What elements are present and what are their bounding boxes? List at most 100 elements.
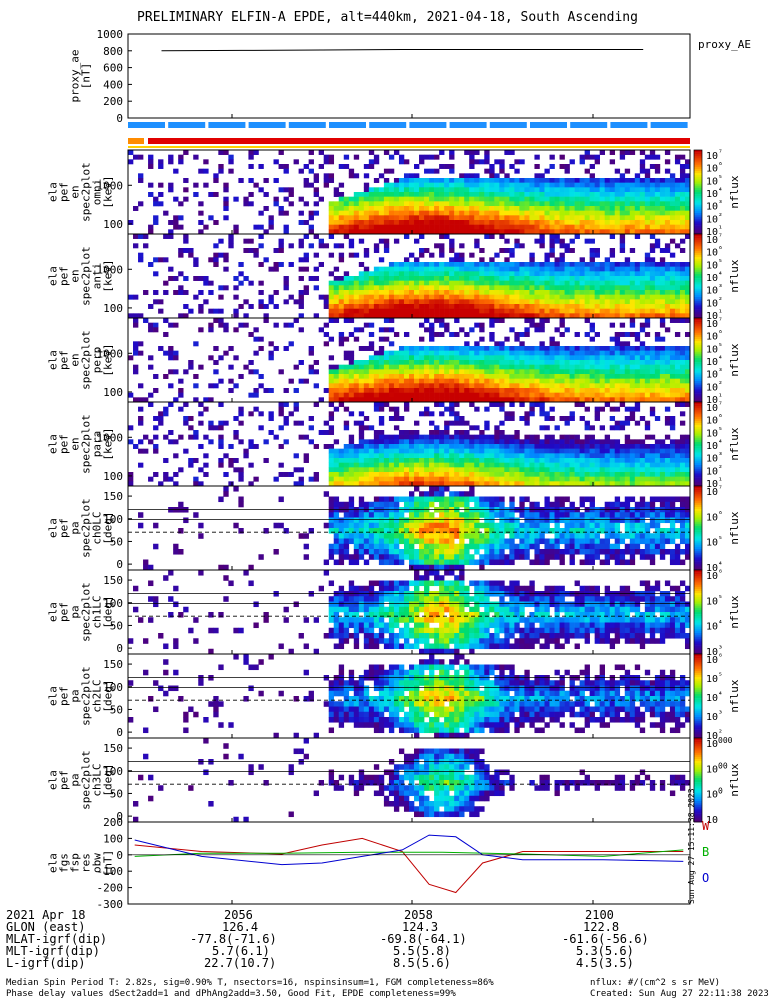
heatmap-cell	[148, 355, 154, 361]
heatmap-cell	[414, 294, 420, 300]
heatmap-cell	[348, 481, 355, 487]
heatmap-cell	[474, 299, 480, 305]
colorbar-segment	[694, 255, 702, 258]
heatmap-cell	[634, 234, 641, 239]
heatmap-cell	[378, 266, 385, 272]
heatmap-cell	[378, 538, 385, 545]
heatmap-cell	[348, 472, 355, 477]
heatmap-cell	[373, 439, 380, 445]
heatmap-cell	[449, 406, 455, 412]
heatmap-cell	[479, 383, 485, 389]
heatmap-cell	[569, 248, 575, 253]
heatmap-cell	[343, 196, 350, 202]
heatmap-cell	[373, 187, 380, 193]
heatmap-cell	[454, 201, 460, 207]
heatmap-cell	[439, 397, 445, 403]
heatmap-cell	[228, 168, 234, 174]
heatmap-cell	[258, 374, 264, 379]
heatmap-cell	[178, 271, 184, 277]
heatmap-cell	[414, 215, 420, 221]
heatmap-cell	[298, 327, 304, 333]
heatmap-cell	[654, 416, 661, 421]
heatmap-cell	[559, 472, 565, 477]
heatmap-cell	[383, 374, 390, 379]
heatmap-cell	[594, 397, 600, 403]
heatmap-cell	[594, 299, 600, 305]
heatmap-cell	[519, 196, 525, 202]
colorbar-tick-label: 10¹	[706, 476, 723, 490]
heatmap-cell	[378, 327, 385, 333]
colorbar-segment	[694, 206, 702, 210]
heatmap-cell	[569, 294, 575, 300]
heatmap-cell	[524, 355, 530, 361]
heatmap-cell	[654, 378, 661, 384]
heatmap-cell	[529, 392, 535, 398]
heatmap-cell	[584, 150, 590, 155]
heatmap-cell	[609, 374, 616, 379]
heatmap-cell	[328, 271, 335, 277]
heatmap-cell	[459, 462, 465, 468]
heatmap-cell	[649, 290, 656, 295]
heatmap-cell	[469, 397, 475, 403]
heatmap-cell	[584, 201, 590, 207]
colorbar-segment	[694, 168, 702, 172]
heatmap-cell	[599, 192, 605, 197]
heatmap-cell	[549, 262, 555, 267]
heatmap-cell	[519, 402, 525, 407]
heatmap-cell	[504, 201, 510, 207]
heatmap-cell	[348, 522, 355, 529]
heatmap-cell	[449, 238, 455, 244]
heatmap-cell	[684, 355, 691, 361]
heatmap-cell	[554, 481, 560, 487]
heatmap-cell	[574, 206, 580, 211]
heatmap-cell	[589, 346, 595, 351]
heatmap-cell	[614, 290, 621, 295]
heatmap-cell	[659, 178, 666, 183]
heatmap-cell	[639, 159, 646, 165]
heatmap-cell	[429, 388, 435, 393]
heatmap-cell	[504, 360, 510, 365]
heatmap-cell	[539, 402, 545, 407]
colorbar-segment	[694, 393, 702, 396]
heatmap-cell	[373, 271, 380, 277]
heatmap-cell	[569, 229, 575, 235]
heatmap-cell	[684, 173, 691, 179]
heatmap-cell	[263, 388, 269, 393]
heatmap-cell	[403, 549, 410, 555]
heatmap-cell	[469, 346, 475, 351]
heatmap-cell	[634, 467, 641, 473]
heatmap-cell	[434, 196, 440, 202]
heatmap-cell	[639, 220, 646, 225]
heatmap-cell	[363, 285, 370, 291]
heatmap-cell	[363, 444, 370, 449]
heatmap-cell	[654, 182, 661, 188]
heatmap-cell	[624, 332, 631, 337]
heatmap-cell	[343, 501, 350, 508]
heatmap-cell	[368, 462, 375, 468]
heatmap-cell	[138, 341, 144, 347]
heatmap-cell	[679, 238, 686, 244]
heatmap-cell	[348, 229, 355, 235]
heatmap-cell	[559, 290, 565, 295]
heatmap-cell	[534, 192, 540, 197]
heatmap-cell	[614, 467, 621, 473]
heatmap-cell	[444, 425, 450, 431]
heatmap-cell	[363, 206, 370, 211]
heatmap-cell	[419, 187, 425, 193]
heatmap-cell	[604, 229, 611, 235]
colorbar-segment	[694, 425, 702, 428]
heatmap-cell	[544, 448, 550, 454]
heatmap-cell	[303, 533, 309, 539]
heatmap-cell	[163, 210, 169, 216]
heatmap-cell	[499, 215, 505, 221]
heatmap-cell	[649, 458, 656, 463]
heatmap-cell	[454, 285, 460, 291]
heatmap-cell	[474, 238, 480, 244]
heatmap-cell	[539, 467, 545, 473]
heatmap-cell	[378, 308, 385, 314]
heatmap-cell	[469, 374, 475, 379]
heatmap-cell	[534, 434, 540, 440]
heatmap-cell	[303, 182, 309, 188]
heatmap-cell	[609, 187, 616, 193]
heatmap-cell	[474, 406, 480, 412]
